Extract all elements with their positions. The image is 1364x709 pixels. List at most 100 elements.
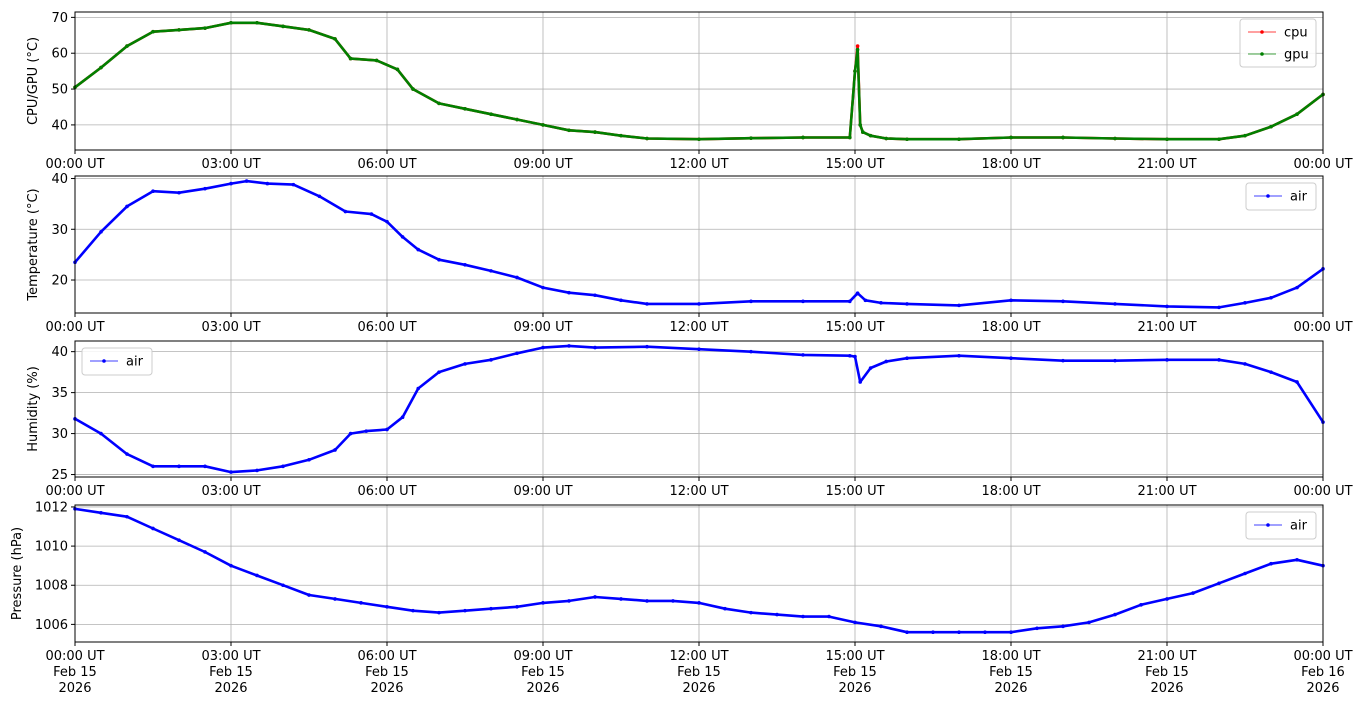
data-point-gpu bbox=[801, 135, 805, 140]
data-point-gpu bbox=[645, 136, 649, 141]
data-point-air bbox=[400, 235, 405, 239]
data-point-air bbox=[411, 608, 415, 613]
data-point-air bbox=[879, 624, 883, 629]
data-point-air bbox=[749, 610, 753, 615]
data-point-gpu bbox=[905, 137, 909, 142]
data-point-gpu bbox=[177, 28, 181, 32]
data-point-air bbox=[359, 601, 363, 605]
data-point-cpu bbox=[855, 44, 860, 48]
data-point-air bbox=[567, 599, 571, 603]
data-point-gpu bbox=[749, 136, 753, 140]
data-point-gpu bbox=[858, 123, 862, 127]
data-point-air bbox=[1165, 358, 1169, 362]
legend-label-air: air bbox=[126, 355, 144, 370]
data-point-air bbox=[567, 290, 571, 295]
data-point-air bbox=[343, 209, 348, 214]
data-point-air bbox=[1009, 298, 1013, 303]
data-point-gpu bbox=[437, 101, 441, 106]
x-tick-label: 12:00 UT Feb 15 2026 bbox=[669, 649, 728, 696]
y-tick-label: 1010 bbox=[35, 540, 68, 555]
data-point-air bbox=[1113, 358, 1117, 363]
data-point-air bbox=[255, 468, 259, 473]
data-point-air bbox=[858, 380, 862, 384]
y-tick-label: 60 bbox=[51, 47, 68, 62]
data-point-air bbox=[749, 299, 753, 304]
data-point-air bbox=[1165, 304, 1169, 309]
legend-label-air: air bbox=[1290, 190, 1308, 205]
data-point-gpu bbox=[203, 26, 207, 30]
data-point-gpu bbox=[99, 65, 103, 70]
data-point-air bbox=[1061, 299, 1065, 304]
data-point-air bbox=[723, 606, 727, 611]
data-point-air bbox=[853, 620, 857, 625]
legend: air bbox=[1245, 182, 1317, 211]
data-point-air bbox=[957, 303, 961, 308]
data-point-air bbox=[99, 511, 103, 515]
data-point-air bbox=[1243, 301, 1247, 305]
data-point-air bbox=[645, 344, 649, 349]
data-point-air bbox=[99, 431, 103, 436]
data-point-air bbox=[229, 181, 233, 186]
data-point-air bbox=[416, 386, 421, 391]
data-point-gpu bbox=[957, 137, 961, 142]
data-point-air bbox=[203, 186, 207, 191]
legend-box bbox=[1239, 18, 1317, 68]
data-point-gpu bbox=[593, 130, 597, 134]
data-point-air bbox=[619, 597, 623, 601]
data-point-air bbox=[801, 299, 805, 304]
data-point-air bbox=[177, 190, 181, 195]
legend-marker-air bbox=[1266, 194, 1270, 198]
data-point-air bbox=[1009, 630, 1013, 635]
data-point-air bbox=[1113, 302, 1117, 306]
data-point-air bbox=[645, 599, 649, 603]
x-tick-label: 18:00 UT bbox=[981, 484, 1040, 499]
x-tick-label: 06:00 UT bbox=[357, 320, 416, 335]
x-tick-label: 03:00 UT bbox=[201, 484, 260, 499]
data-point-air bbox=[541, 345, 545, 350]
data-point-air bbox=[463, 608, 467, 613]
x-tick-label: 00:00 UT Feb 16 2026 bbox=[1293, 649, 1352, 696]
data-point-air bbox=[775, 612, 779, 617]
data-point-gpu bbox=[411, 87, 415, 91]
legend-box bbox=[1245, 182, 1317, 211]
data-point-air bbox=[437, 257, 441, 262]
data-point-air bbox=[333, 597, 337, 601]
y-axis-label: Temperature (°C) bbox=[26, 188, 41, 301]
y-axis-label: Pressure (hPa) bbox=[10, 527, 25, 620]
data-point-air bbox=[1165, 597, 1169, 601]
data-point-gpu bbox=[515, 117, 519, 122]
data-point-air bbox=[385, 219, 389, 224]
x-tick-label: 21:00 UT bbox=[1137, 320, 1196, 335]
data-point-air bbox=[541, 285, 545, 290]
data-point-air bbox=[593, 345, 597, 350]
data-point-air bbox=[541, 601, 545, 605]
data-point-air bbox=[177, 464, 181, 469]
data-point-air bbox=[437, 370, 441, 374]
x-tick-label: 06:00 UT Feb 15 2026 bbox=[357, 649, 416, 696]
y-axis-label: Humidity (%) bbox=[26, 366, 41, 452]
data-point-air bbox=[1243, 571, 1247, 576]
x-tick-label: 21:00 UT bbox=[1137, 484, 1196, 499]
data-point-air bbox=[333, 448, 337, 452]
data-point-gpu bbox=[125, 44, 129, 48]
x-tick-label: 15:00 UT Feb 15 2026 bbox=[825, 649, 884, 696]
data-point-gpu bbox=[868, 133, 873, 138]
y-tick-label: 40 bbox=[51, 118, 68, 133]
data-point-air bbox=[463, 262, 467, 267]
data-point-air bbox=[151, 464, 155, 469]
legend-label-cpu: cpu bbox=[1284, 26, 1308, 41]
data-point-air bbox=[1139, 603, 1143, 607]
data-point-air bbox=[697, 601, 701, 605]
data-point-air bbox=[905, 302, 909, 306]
data-point-gpu bbox=[281, 24, 285, 29]
legend-marker-gpu bbox=[1260, 52, 1264, 56]
data-point-air bbox=[416, 247, 421, 252]
y-tick-label: 30 bbox=[51, 223, 68, 238]
y-tick-label: 20 bbox=[51, 274, 68, 289]
data-point-air bbox=[1061, 624, 1065, 629]
data-point-gpu bbox=[1243, 133, 1247, 138]
panel-2: 20 30 40 00:00 UT 03:00 UT 06:00 UT 09:00 UT 12… bbox=[26, 172, 1353, 335]
x-tick-label: 06:00 UT bbox=[357, 484, 416, 499]
data-point-gpu bbox=[1113, 136, 1117, 141]
